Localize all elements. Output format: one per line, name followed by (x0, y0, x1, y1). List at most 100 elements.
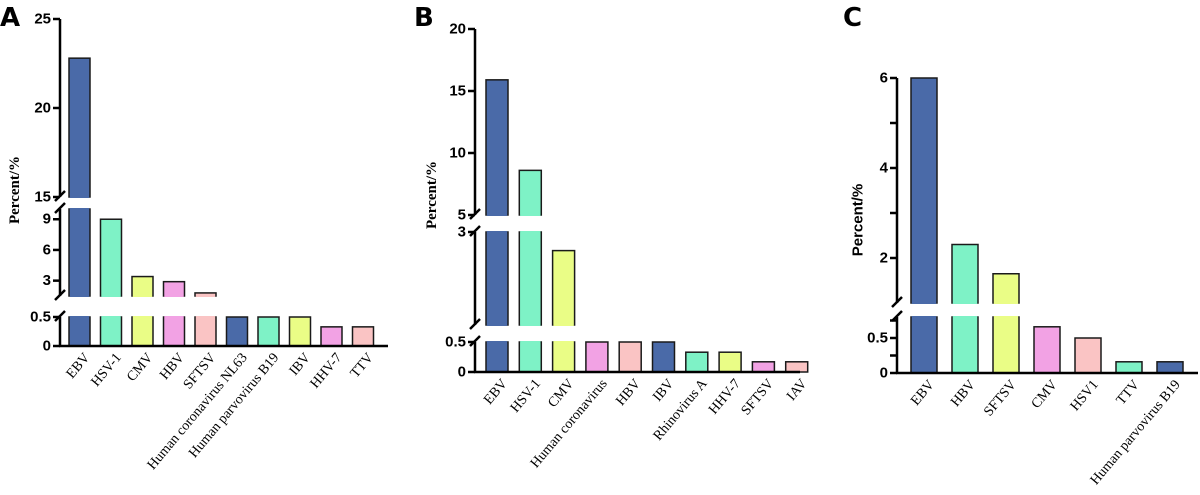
y-tick-label: 20 (449, 21, 466, 38)
y-tick-label: 20 (34, 100, 51, 117)
bar-segment (485, 341, 509, 373)
x-category-label: HBV (157, 351, 187, 383)
bar-segment (910, 316, 938, 374)
bar-segment (718, 351, 742, 373)
y-axis-title: Percent/% (7, 156, 23, 224)
bar-segment (685, 351, 709, 373)
bar-segment (618, 341, 642, 373)
x-category-label: HSV-1 (508, 377, 544, 416)
x-category-label: SFTSV (981, 378, 1020, 420)
bar (1156, 361, 1184, 374)
bar-segment (1074, 337, 1102, 374)
bar (910, 77, 938, 374)
bar-segment (518, 231, 543, 326)
bar (685, 351, 709, 373)
bar-segment (68, 57, 91, 198)
x-category-label: EBV (64, 351, 93, 382)
x-category-label: HHV-7 (308, 351, 346, 392)
y-tick-label: 15 (449, 83, 466, 100)
bar (618, 341, 642, 373)
bar-segment (99, 218, 123, 297)
bar-segment (551, 249, 576, 326)
x-category-label: HBV (948, 378, 978, 410)
bar (784, 361, 809, 373)
y-tick-label: 5 (458, 207, 466, 224)
y-tick-label: 0 (43, 338, 51, 355)
bar-segment (651, 341, 676, 373)
x-category-label: EBV (908, 378, 937, 409)
bar-segment (1033, 326, 1061, 374)
x-category-label: TTV (1114, 378, 1143, 408)
y-tick-label: 6 (880, 70, 888, 87)
x-category-label: CMV (1029, 378, 1061, 412)
bar (751, 361, 776, 373)
x-category-label: IBV (650, 377, 677, 405)
y-tick-label: 0.5 (30, 309, 51, 326)
bar (485, 79, 509, 373)
bar-segment (99, 316, 123, 347)
y-tick-label: 0 (880, 365, 888, 382)
bar (225, 316, 249, 347)
bar (718, 351, 742, 373)
bar-segment (162, 316, 186, 347)
y-tick-label: 3 (458, 224, 466, 241)
bar (951, 243, 979, 374)
bar-segment (162, 280, 186, 297)
x-category-label: HHV-7 (706, 377, 744, 418)
bar-segment (518, 341, 543, 373)
y-tick-label: 0.5 (445, 334, 466, 351)
bar-segment (551, 341, 576, 373)
y-tick-label: 2 (880, 250, 888, 267)
bar-segment (951, 243, 979, 304)
x-category-label: CMV (124, 351, 156, 385)
bar-segment (257, 316, 280, 347)
panel-letter: A (0, 3, 20, 33)
bar (1033, 326, 1061, 374)
x-category-label: IAV (784, 377, 810, 404)
x-category-label: HSV-1 (89, 351, 125, 390)
x-category-label: SFTSV (739, 377, 778, 419)
x-category-label: EBV (481, 377, 510, 408)
axis-break-mark (54, 202, 66, 214)
bar-segment (992, 273, 1020, 304)
bar-segment (485, 231, 509, 326)
y-tick-label: 6 (43, 241, 51, 258)
bar (131, 275, 154, 347)
y-tick-label: 0 (458, 364, 466, 381)
bar-segment (1156, 361, 1184, 374)
bar (585, 341, 609, 373)
y-tick-label: 4 (880, 160, 889, 177)
bar (99, 218, 123, 347)
bar (1074, 337, 1102, 374)
bar-segment (68, 208, 91, 297)
x-category-label: CMV (545, 377, 577, 411)
bar-segment (225, 316, 249, 347)
bar-segment (485, 79, 509, 216)
bar-segment (751, 361, 776, 373)
x-category-label: HSV1 (1068, 378, 1102, 414)
x-category-label: TTV (348, 351, 377, 381)
bar (162, 280, 186, 347)
y-tick-label: 15 (34, 189, 51, 206)
y-axis-title: Percent/% (424, 161, 440, 229)
bar-segment (320, 326, 343, 347)
bar-segment (518, 169, 543, 216)
y-tick-label: 25 (34, 11, 51, 28)
y-tick-label: 9 (43, 211, 51, 228)
axis-break-mark (891, 296, 903, 308)
bar-segment (585, 341, 609, 373)
bar (257, 316, 280, 347)
bar-segment (351, 326, 375, 347)
bar (651, 341, 676, 373)
bar-segment (288, 316, 312, 347)
y-axis-title: Percent/% (850, 184, 867, 257)
bar (320, 326, 343, 347)
y-tick-label: 10 (449, 145, 466, 162)
x-category-label: IBV (287, 351, 314, 379)
bar-segment (131, 275, 154, 297)
axis-break-mark (469, 318, 481, 330)
bar (194, 292, 217, 347)
